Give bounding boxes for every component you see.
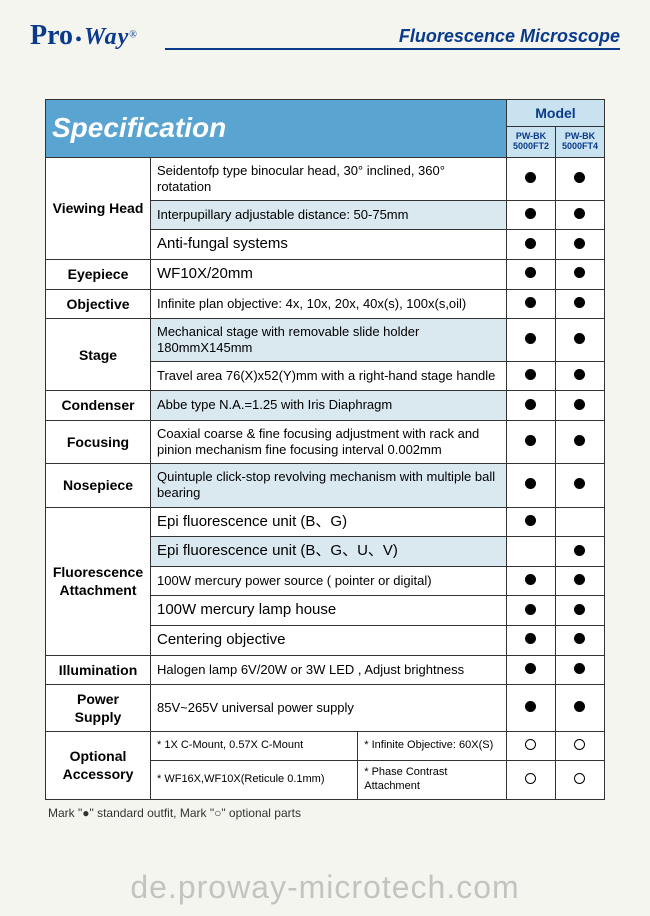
optional-accessory-label: Optional Accessory xyxy=(46,732,151,800)
mark-dot xyxy=(506,157,555,201)
cell-desc: Seidentofp type binocular head, 30° incl… xyxy=(151,157,507,201)
mark-dot xyxy=(506,507,555,537)
mark-dot xyxy=(555,362,604,391)
cell-desc: Infinite plan objective: 4x, 10x, 20x, 4… xyxy=(151,289,507,318)
cell-desc: Centering objective xyxy=(151,625,507,655)
mark-dot xyxy=(555,625,604,655)
cell-desc: * WF16X,WF10X(Reticule 0.1mm) xyxy=(151,761,358,800)
mark-dot xyxy=(555,289,604,318)
mark-dot xyxy=(506,201,555,230)
mark-dot xyxy=(555,464,604,508)
spec-header: Specification xyxy=(46,100,507,158)
cell-desc: Travel area 76(X)x52(Y)mm with a right-h… xyxy=(151,362,507,391)
mark-dot xyxy=(555,230,604,260)
logo-way: Way xyxy=(84,24,129,50)
specification-table: Specification Model PW-BK 5000FT2 PW-BK … xyxy=(45,99,605,800)
mark-dot xyxy=(506,362,555,391)
mark-dot xyxy=(506,655,555,684)
mark-dot xyxy=(555,567,604,596)
stage-label: Stage xyxy=(46,318,151,391)
mark-dot xyxy=(506,260,555,290)
mark-dot xyxy=(506,684,555,731)
cell-desc: * Phase Contrast Attachment xyxy=(358,761,507,800)
condenser-label: Condenser xyxy=(46,391,151,420)
power-supply-label: Power Supply xyxy=(46,684,151,731)
cell-desc: 85V~265V universal power supply xyxy=(151,684,507,731)
viewing-head-label: Viewing Head xyxy=(46,157,151,259)
mark-dot xyxy=(506,318,555,362)
cell-desc: 100W mercury power source ( pointer or d… xyxy=(151,567,507,596)
watermark: de.proway-microtech.com xyxy=(0,869,650,906)
cell-desc: Mechanical stage with removable slide ho… xyxy=(151,318,507,362)
mark-dot xyxy=(555,318,604,362)
mark-dot xyxy=(506,567,555,596)
mark-dot xyxy=(506,596,555,626)
mark-dot xyxy=(506,289,555,318)
cell-desc: 100W mercury lamp house xyxy=(151,596,507,626)
mark-empty xyxy=(555,507,604,537)
mark-dot xyxy=(555,420,604,464)
brand-logo: Pro•Way® xyxy=(30,20,137,52)
model-col-1: PW-BK 5000FT2 xyxy=(506,127,555,158)
mark-circle xyxy=(506,732,555,761)
logo-pro: Pro xyxy=(30,20,73,51)
mark-circle xyxy=(506,761,555,800)
mark-dot xyxy=(506,464,555,508)
header-rule xyxy=(165,48,620,50)
cell-desc: Epi fluorescence unit (B、G) xyxy=(151,507,507,537)
cell-desc: Interpupillary adjustable distance: 50-7… xyxy=(151,201,507,230)
mark-dot xyxy=(555,537,604,567)
cell-desc: * 1X C-Mount, 0.57X C-Mount xyxy=(151,732,358,761)
cell-desc: WF10X/20mm xyxy=(151,260,507,290)
mark-dot xyxy=(555,157,604,201)
mark-dot xyxy=(555,655,604,684)
mark-dot xyxy=(555,596,604,626)
page-title: Fluorescence Microscope xyxy=(399,26,620,47)
illumination-label: Illumination xyxy=(46,655,151,684)
mark-dot xyxy=(506,391,555,420)
fluorescence-label: Fluorescence Attachment xyxy=(46,507,151,655)
mark-dot xyxy=(555,391,604,420)
cell-desc: Halogen lamp 6V/20W or 3W LED , Adjust b… xyxy=(151,655,507,684)
mark-empty xyxy=(506,537,555,567)
cell-desc: * Infinite Objective: 60X(S) xyxy=(358,732,507,761)
model-header: Model xyxy=(506,100,604,127)
cell-desc: Abbe type N.A.=1.25 with Iris Diaphragm xyxy=(151,391,507,420)
mark-circle xyxy=(555,761,604,800)
model-col-2: PW-BK 5000FT4 xyxy=(555,127,604,158)
objective-label: Objective xyxy=(46,289,151,318)
mark-dot xyxy=(506,230,555,260)
nosepiece-label: Nosepiece xyxy=(46,464,151,508)
focusing-label: Focusing xyxy=(46,420,151,464)
footnote: Mark "●" standard outfit, Mark "○" optio… xyxy=(48,806,650,820)
cell-desc: Epi fluorescence unit (B、G、U、V) xyxy=(151,537,507,567)
eyepiece-label: Eyepiece xyxy=(46,260,151,290)
mark-dot xyxy=(506,420,555,464)
mark-dot xyxy=(555,260,604,290)
mark-circle xyxy=(555,732,604,761)
mark-dot xyxy=(506,625,555,655)
page-header: Pro•Way® Fluorescence Microscope xyxy=(0,0,650,62)
mark-dot xyxy=(555,201,604,230)
cell-desc: Quintuple click-stop revolving mechanism… xyxy=(151,464,507,508)
mark-dot xyxy=(555,684,604,731)
cell-desc: Anti-fungal systems xyxy=(151,230,507,260)
cell-desc: Coaxial coarse & fine focusing adjustmen… xyxy=(151,420,507,464)
